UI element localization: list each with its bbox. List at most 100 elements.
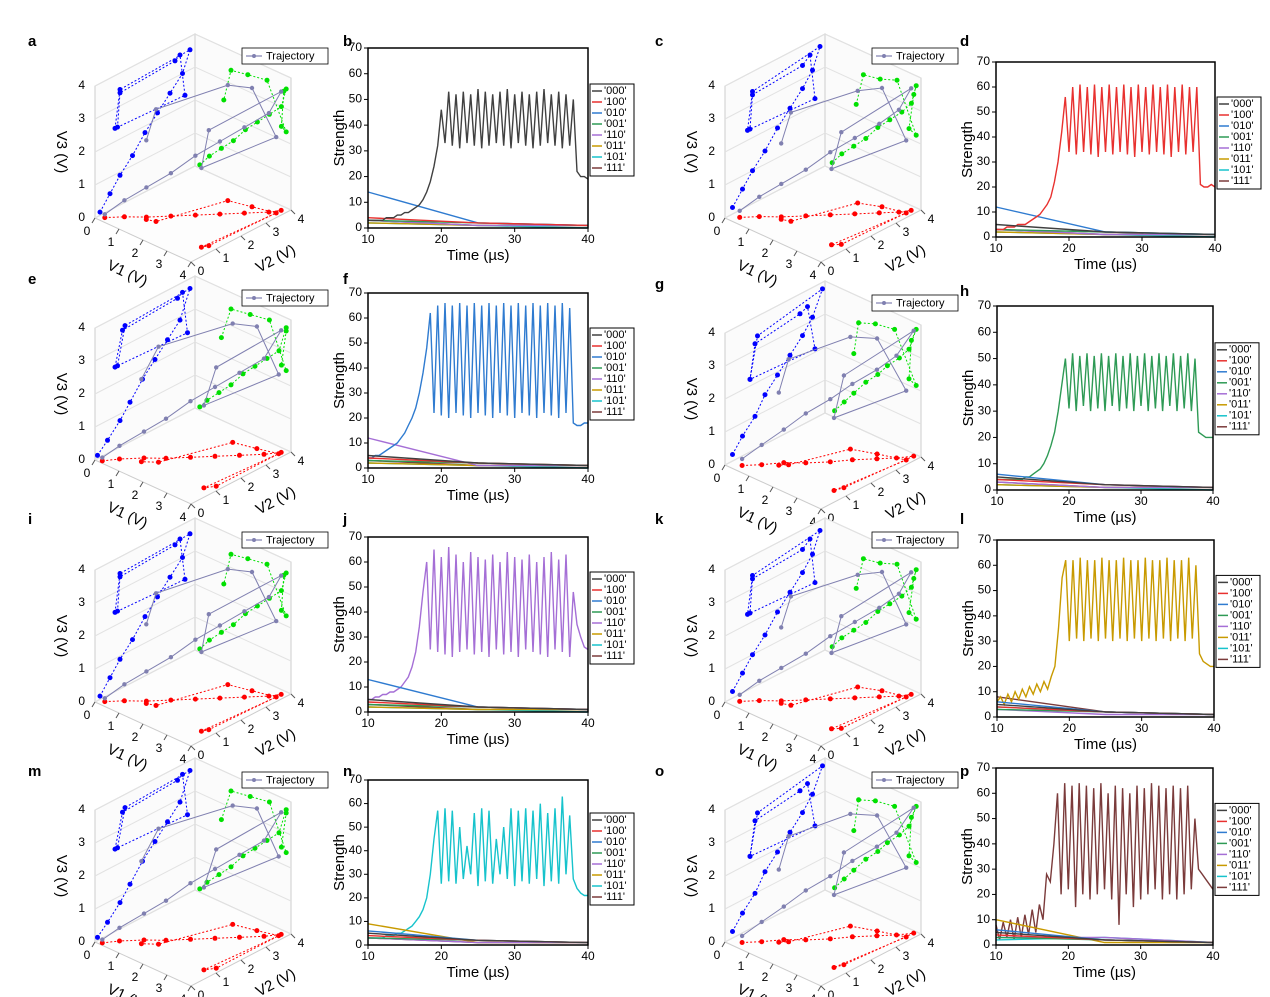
z-tick-label: 0 bbox=[78, 934, 85, 948]
z-tick-label: 3 bbox=[78, 595, 85, 609]
projection-point bbox=[283, 129, 289, 135]
plot-frame bbox=[995, 767, 1214, 946]
trajectory-line bbox=[741, 807, 915, 937]
y-tick-label: 0 bbox=[983, 229, 990, 243]
legend-label: Trajectory bbox=[266, 292, 315, 304]
projection-point bbox=[752, 413, 758, 419]
x-tick-label: 40 bbox=[1208, 241, 1222, 255]
y-tick-label: 40 bbox=[349, 117, 363, 131]
trajectory-point bbox=[879, 85, 885, 91]
x-tick bbox=[793, 974, 798, 981]
projection-point bbox=[273, 694, 279, 700]
trajectory-point bbox=[776, 390, 781, 395]
x-tick-label: 20 bbox=[435, 232, 449, 246]
y-tick-label: 3 bbox=[273, 225, 280, 239]
projection-point bbox=[849, 934, 855, 940]
trajectory-point bbox=[122, 198, 127, 203]
x-tick-label: 30 bbox=[508, 472, 522, 486]
projection-point bbox=[775, 125, 780, 131]
z-tick-label: 3 bbox=[708, 111, 715, 125]
x-tick-label: 0 bbox=[714, 948, 721, 962]
trajectory-point bbox=[139, 377, 144, 382]
projection-point bbox=[913, 860, 919, 865]
y-tick-label: 20 bbox=[349, 654, 363, 668]
x-tick-label: 0 bbox=[714, 471, 721, 485]
projection-point bbox=[141, 937, 147, 943]
y-axis-label: V2 (V) bbox=[883, 725, 929, 760]
x-tick bbox=[769, 963, 774, 970]
series-line bbox=[996, 936, 1214, 944]
legend-box bbox=[589, 83, 635, 177]
x-tick-label: 2 bbox=[132, 488, 139, 502]
trajectory-line bbox=[104, 568, 283, 699]
trajectory-point bbox=[212, 384, 218, 390]
trajectory-point bbox=[144, 622, 149, 627]
grid-line bbox=[724, 132, 922, 186]
z-tick-label: 0 bbox=[708, 934, 715, 948]
panel-label: k bbox=[655, 511, 664, 528]
z-axis-label: V3 (V) bbox=[53, 855, 70, 898]
legend-label: '110' bbox=[1231, 142, 1253, 154]
projection-point bbox=[851, 627, 857, 633]
projection-point bbox=[851, 828, 857, 834]
legend-label: Trajectory bbox=[896, 297, 945, 309]
legend-label: '100' bbox=[1229, 815, 1252, 827]
z-tick-label: 1 bbox=[78, 661, 85, 675]
projection-line bbox=[102, 923, 282, 971]
trajectory-point bbox=[237, 852, 242, 857]
projection-point bbox=[218, 817, 224, 823]
legend-label: '110' bbox=[604, 858, 626, 870]
projection-point bbox=[185, 812, 190, 818]
projection-point bbox=[182, 92, 188, 98]
y-tick-label: 40 bbox=[349, 843, 363, 857]
projection-point bbox=[163, 937, 169, 943]
legend-label: '000' bbox=[1229, 344, 1252, 356]
projection-point bbox=[800, 63, 805, 68]
grid-line bbox=[94, 374, 292, 428]
projection-point bbox=[266, 209, 272, 215]
projection-point bbox=[911, 453, 917, 459]
projection-point bbox=[906, 126, 912, 132]
x-tick-label: 20 bbox=[1062, 494, 1076, 508]
projection-point bbox=[177, 52, 183, 58]
y-tick-label: 0 bbox=[983, 937, 990, 951]
x-tick bbox=[793, 250, 798, 257]
trajectory-point bbox=[217, 139, 223, 144]
z-tick-label: 3 bbox=[708, 595, 715, 609]
projection-point bbox=[874, 451, 880, 457]
y-tick-label: 2 bbox=[878, 722, 885, 736]
x-tick bbox=[745, 475, 750, 482]
projection-point bbox=[273, 210, 279, 216]
projection-point bbox=[127, 881, 133, 887]
trajectory-point bbox=[911, 805, 916, 810]
z-tick-label: 1 bbox=[708, 901, 715, 915]
x-tick bbox=[187, 503, 192, 510]
x-tick-label: 1 bbox=[108, 235, 115, 249]
projection-point bbox=[820, 286, 825, 292]
projection-point bbox=[216, 872, 222, 878]
projection-point bbox=[155, 110, 160, 116]
legend-box bbox=[1214, 802, 1260, 896]
projection-point bbox=[156, 459, 161, 465]
projection-point bbox=[730, 452, 735, 457]
projection-point bbox=[810, 791, 815, 797]
x-tick bbox=[721, 217, 726, 224]
z-axis-label: V3 (V) bbox=[53, 131, 70, 174]
projection-point bbox=[276, 348, 282, 354]
trajectory-point bbox=[156, 826, 161, 831]
legend-box bbox=[1214, 342, 1260, 436]
x-tick bbox=[115, 952, 120, 959]
x-tick bbox=[817, 261, 822, 268]
x-tick-label: 0 bbox=[84, 466, 91, 480]
y-tick-label: 60 bbox=[978, 557, 992, 571]
projection-point bbox=[740, 433, 745, 439]
projection-line bbox=[732, 764, 824, 932]
series-line bbox=[368, 89, 589, 221]
x-tick-label: 40 bbox=[581, 716, 595, 730]
x-axis-label: V1 (V) bbox=[734, 257, 780, 290]
projection-line bbox=[104, 684, 282, 732]
x-tick-label: 30 bbox=[1135, 721, 1149, 735]
x-tick-label: 3 bbox=[786, 257, 793, 271]
projection-point bbox=[877, 560, 883, 566]
y-tick-label: 30 bbox=[977, 861, 991, 875]
